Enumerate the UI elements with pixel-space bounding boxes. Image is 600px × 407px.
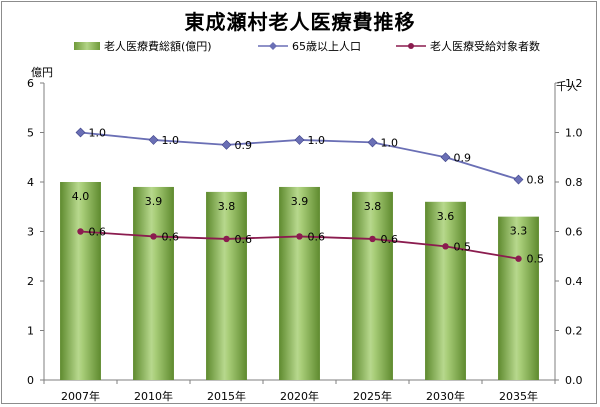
bar <box>206 191 247 380</box>
x-tick-label: 2010年 <box>134 389 173 403</box>
line-data-label: 0.5 <box>527 253 545 266</box>
line-data-label: 0.6 <box>162 230 180 243</box>
line-point <box>442 243 449 250</box>
bar-data-label: 3.6 <box>437 210 455 223</box>
x-tick-label: 2035年 <box>499 389 538 403</box>
right-tick-label: 0.4 <box>565 275 583 288</box>
x-tick-label: 2020年 <box>280 389 319 403</box>
line-data-label: 0.6 <box>89 226 107 239</box>
right-tick-label: 0.6 <box>565 226 583 239</box>
bar <box>279 186 320 380</box>
legend-swatch-line1 <box>258 42 288 50</box>
line-data-label: 1.0 <box>308 134 326 147</box>
line-point <box>296 233 303 240</box>
legend-item-line2: 老人医療受給対象者数 <box>396 38 540 54</box>
chart-title: 東成瀬村老人医療費推移 <box>184 10 416 34</box>
left-tick-label: 1 <box>27 325 34 338</box>
bar-data-label: 3.8 <box>218 200 236 213</box>
line-data-label: 1.0 <box>381 136 399 149</box>
bar-data-label: 3.9 <box>145 195 163 208</box>
left-axis-unit: 億円 <box>31 66 53 79</box>
legend: 老人医療費総額(億円) 65歳以上人口 老人医療受給対象者数 <box>0 38 600 54</box>
right-axis-unit: 千人 <box>556 80 578 93</box>
line-data-label: 1.0 <box>162 134 180 147</box>
bar <box>498 216 539 380</box>
legend-swatch-line2 <box>396 43 426 49</box>
bar <box>60 182 101 380</box>
left-tick-label: 2 <box>27 275 34 288</box>
left-tick-label: 0 <box>27 374 34 387</box>
left-tick-label: 4 <box>27 176 34 189</box>
line-point <box>294 135 305 145</box>
line-point <box>515 255 522 262</box>
line-point <box>440 152 451 163</box>
line-data-label: 0.9 <box>454 151 472 164</box>
left-tick-label: 5 <box>27 127 34 140</box>
line-data-label: 0.6 <box>308 230 326 243</box>
bar <box>352 191 393 380</box>
right-tick-label: 1.0 <box>565 127 583 140</box>
legend-item-bar: 老人医療費総額(億円) <box>74 38 212 54</box>
line-point <box>75 127 86 138</box>
line-data-label: 0.9 <box>235 139 253 152</box>
line-data-label: 0.6 <box>381 233 399 246</box>
bar <box>133 186 174 380</box>
line-point <box>513 174 524 185</box>
x-tick-label: 2007年 <box>61 389 100 403</box>
legend-label-line1: 65歳以上人口 <box>292 40 361 53</box>
line-point <box>369 235 376 243</box>
line-point <box>221 139 232 150</box>
legend-label-bar: 老人医療費総額(億円) <box>104 40 212 53</box>
line-data-label: 0.6 <box>235 233 253 246</box>
line-data-label: 1.0 <box>89 127 107 140</box>
line-point <box>148 135 159 145</box>
line-point <box>367 137 378 148</box>
left-tick-label: 3 <box>27 226 34 239</box>
x-tick-label: 2030年 <box>426 389 465 403</box>
bar-data-label: 3.3 <box>510 225 528 238</box>
bar-data-label: 4.0 <box>72 190 90 203</box>
bar <box>425 201 466 380</box>
x-tick-label: 2025年 <box>353 389 392 403</box>
legend-label-line2: 老人医療受給対象者数 <box>430 40 540 53</box>
bar-data-label: 3.9 <box>291 195 309 208</box>
x-tick-label: 2015年 <box>207 389 246 403</box>
line-data-label: 0.5 <box>454 240 472 253</box>
bar-data-label: 3.8 <box>364 200 382 213</box>
line-point <box>150 233 157 240</box>
line-point <box>77 228 84 235</box>
legend-swatch-bar <box>74 42 100 50</box>
line-data-label: 0.8 <box>527 174 545 187</box>
right-tick-label: 0.8 <box>565 176 583 189</box>
legend-item-line1: 65歳以上人口 <box>258 38 361 54</box>
right-tick-label: 0.0 <box>565 374 583 387</box>
right-tick-label: 1.2 <box>565 77 583 90</box>
line-point <box>223 235 230 243</box>
left-tick-label: 6 <box>27 77 34 90</box>
right-tick-label: 0.2 <box>565 325 583 338</box>
